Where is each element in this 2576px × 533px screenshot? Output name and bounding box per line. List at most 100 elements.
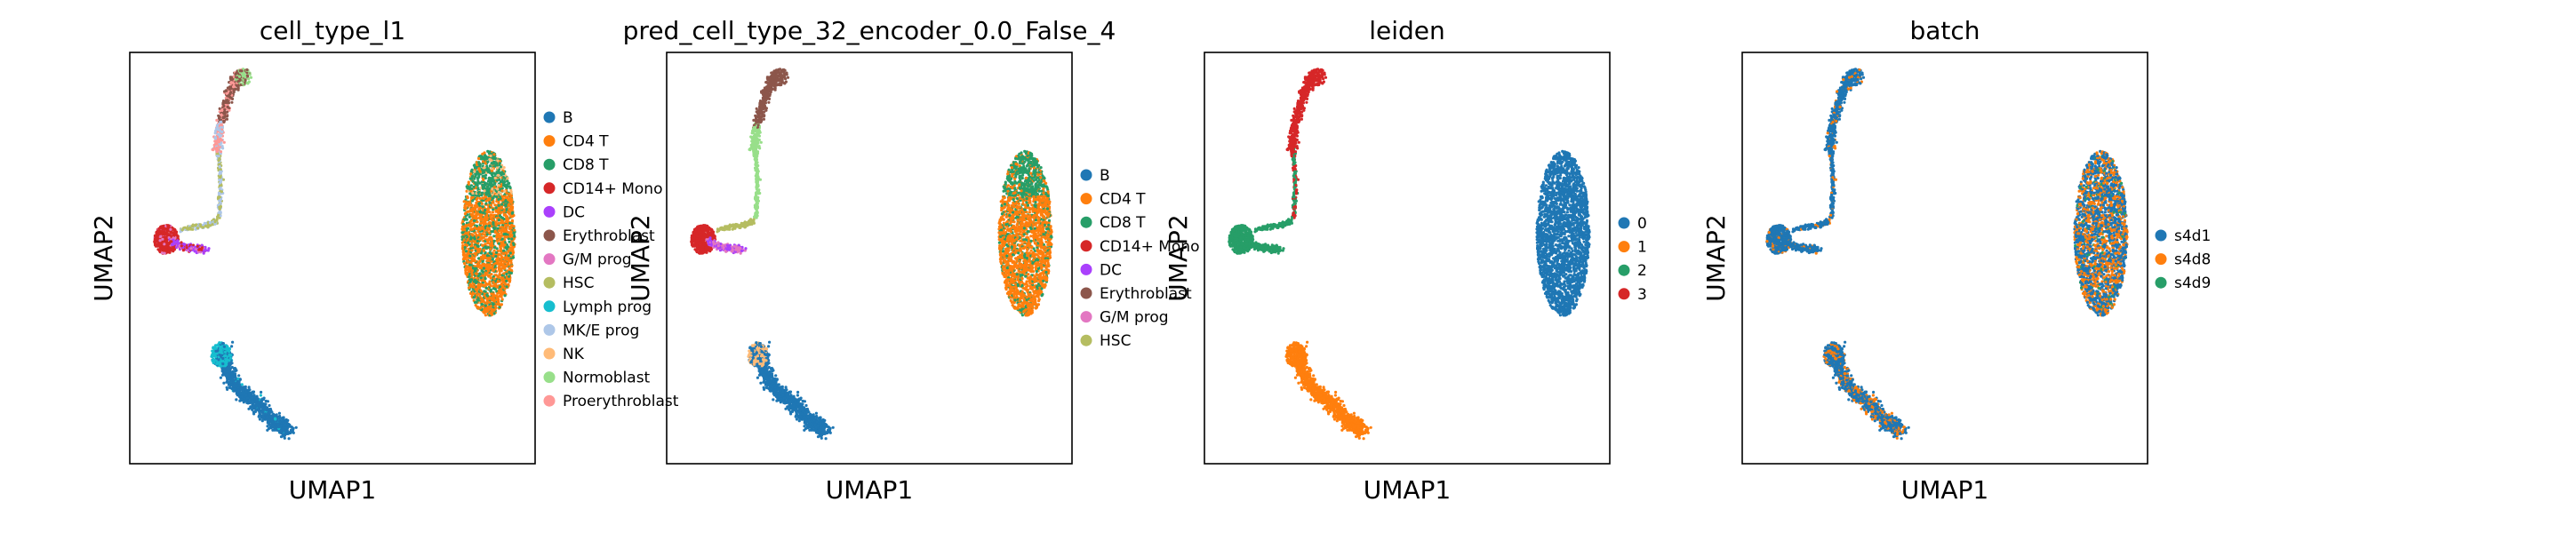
scatter-point [503, 287, 507, 290]
scatter-point [496, 173, 500, 177]
scatter-point [489, 221, 492, 225]
scatter-point [471, 191, 475, 195]
scatter-point [217, 195, 220, 199]
scatter-point [481, 171, 484, 175]
scatter-point [473, 181, 477, 185]
scatter-point [513, 228, 516, 232]
scatter-point [464, 207, 468, 211]
scatter-point [482, 178, 485, 182]
scatter-point [188, 227, 192, 230]
scatter-point [508, 235, 512, 238]
scatter-point [222, 119, 226, 123]
scatter-point [180, 241, 183, 244]
scatter-point [494, 261, 498, 265]
scatter-point [506, 185, 509, 188]
scatter-point [489, 235, 492, 239]
scatter-point [476, 298, 480, 302]
scatter-point [260, 402, 263, 406]
scatter-point [486, 179, 491, 183]
scatter-point [500, 211, 503, 214]
scatter-point [165, 232, 169, 236]
scatter-point [506, 177, 509, 180]
scatter-point [508, 274, 511, 278]
scatter-point [217, 358, 220, 362]
scatter-point [480, 269, 484, 273]
scatter-point [480, 302, 484, 306]
scatter-point [476, 187, 480, 191]
scatter-point [214, 349, 218, 353]
scatter-point [500, 203, 504, 206]
scatter-point [159, 235, 163, 238]
scatter-point [475, 213, 478, 217]
scatter-point [236, 384, 239, 387]
scatter-point [243, 399, 246, 402]
scatter-point [223, 350, 228, 354]
scatter-point [472, 219, 476, 223]
scatter-point [193, 250, 196, 253]
scatter-point [227, 100, 230, 104]
scatter-point [266, 428, 269, 432]
scatter-point [489, 284, 492, 288]
scatter-point [228, 377, 232, 380]
scatter-point [490, 273, 493, 276]
scatter-point [474, 208, 477, 211]
scatter-point [493, 182, 497, 186]
scatter-point [486, 169, 490, 173]
scatter-point [495, 295, 499, 298]
scatter-point [475, 198, 478, 202]
scatter-point [472, 285, 476, 289]
scatter-point [468, 282, 472, 286]
scatter-point [488, 251, 492, 255]
scatter-point [495, 247, 499, 251]
scatter-point [470, 168, 474, 171]
scatter-point [502, 176, 506, 179]
scatter-point [475, 205, 478, 209]
scatter-point [462, 256, 466, 259]
scatter-point [158, 239, 162, 243]
scatter-point [212, 354, 216, 357]
scatter-point [165, 243, 170, 246]
scatter-point [473, 259, 477, 263]
scatter-point [229, 380, 233, 384]
scatter-point [482, 274, 485, 277]
scatter-point [232, 387, 236, 391]
scatter-point [221, 356, 225, 361]
scatter-point [213, 220, 217, 224]
scatter-point [478, 163, 482, 166]
scatter-point [215, 155, 219, 158]
scatter-point [497, 298, 500, 301]
scatter-point [482, 249, 486, 252]
scatter-point [260, 400, 263, 403]
scatter-point [468, 263, 472, 266]
scatter-point [478, 295, 482, 298]
scatter-point [261, 411, 265, 415]
scatter-point [498, 306, 501, 309]
scatter-point [485, 213, 489, 217]
scatter-point [508, 186, 512, 189]
scatter-point [481, 183, 484, 187]
scatter-point [488, 193, 492, 196]
scatter-point [257, 401, 260, 404]
scatter-point [491, 201, 494, 204]
scatter-point [468, 223, 471, 227]
scatter-point [470, 249, 474, 252]
scatter-point [500, 220, 504, 225]
scatter-point [158, 232, 162, 235]
scatter-point [221, 342, 225, 346]
scatter-point [465, 268, 468, 272]
scatter-point [202, 226, 205, 229]
scatter-point [492, 287, 496, 290]
scatter-point [163, 233, 166, 236]
scatter-point [479, 221, 483, 225]
scatter-point [496, 227, 500, 230]
scatter-point [481, 233, 484, 236]
scatter-point [503, 266, 507, 270]
scatter-point [494, 254, 498, 259]
scatter-point [220, 373, 225, 377]
scatter-point [207, 247, 211, 251]
scatter-point [166, 224, 170, 227]
scatter-point [500, 266, 504, 270]
scatter-point [503, 195, 507, 198]
scatter-point [470, 207, 474, 211]
